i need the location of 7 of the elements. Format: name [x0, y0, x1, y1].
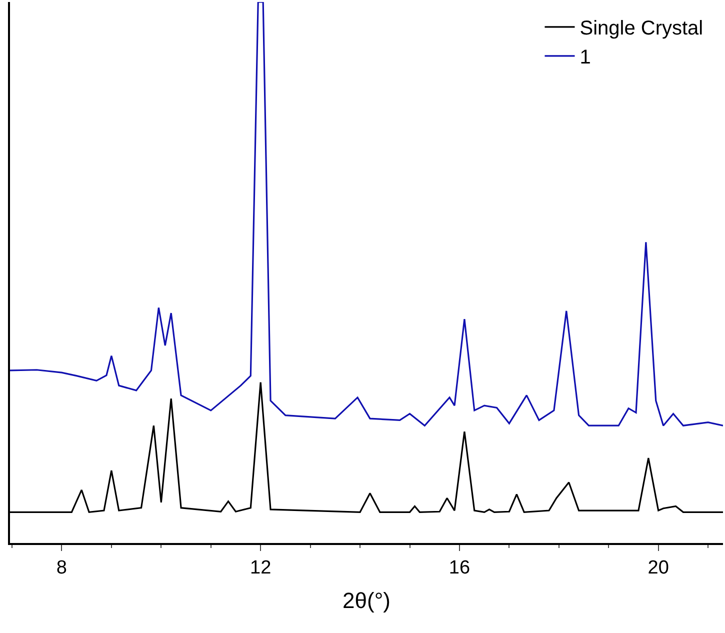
x-tick-label: 12	[250, 558, 272, 579]
x-tick-label: 20	[648, 558, 669, 579]
legend-label: Single Crystal	[580, 18, 704, 40]
x-tick-label: 8	[56, 558, 67, 579]
x-tick-label: 16	[448, 558, 470, 579]
x-axis-title: 2θ(°)	[342, 588, 390, 613]
legend-label: 1	[580, 46, 591, 69]
